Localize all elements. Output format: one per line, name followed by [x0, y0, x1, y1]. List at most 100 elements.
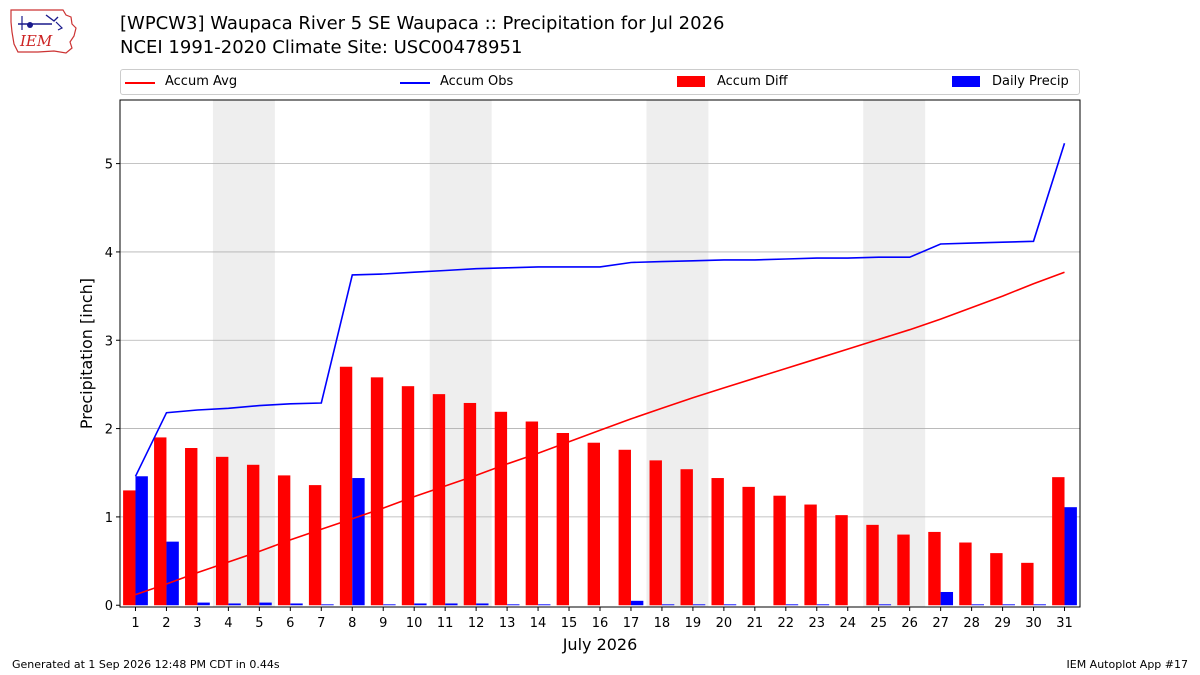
- iem-logo: IEM: [8, 6, 80, 58]
- bar-accum-diff-day-2: [154, 437, 167, 606]
- x-tick-label-15: 15: [561, 616, 578, 631]
- x-tick-label-25: 25: [870, 616, 887, 631]
- bar-daily-precip-day-17: [630, 600, 644, 606]
- bar-accum-diff-day-20: [711, 478, 724, 606]
- x-tick-label-17: 17: [623, 616, 640, 631]
- x-tick-label-21: 21: [747, 616, 764, 631]
- x-tick-label-14: 14: [530, 616, 547, 631]
- bar-accum-diff-day-16: [587, 442, 600, 606]
- y-tick-label-4: 4: [105, 246, 113, 261]
- bar-accum-diff-day-21: [742, 486, 755, 606]
- bar-accum-diff-day-26: [897, 534, 910, 606]
- bar-accum-diff-day-6: [277, 475, 291, 606]
- chart-legend: Accum Avg Accum Obs Accum Diff Daily Pre…: [120, 69, 1080, 95]
- bar-daily-precip-day-14: [538, 604, 551, 606]
- bar-accum-diff-day-13: [494, 411, 508, 606]
- bar-daily-precip-day-10: [414, 603, 427, 606]
- bar-accum-diff-day-17: [618, 449, 631, 606]
- y-tick-label-3: 3: [105, 334, 113, 349]
- bar-accum-diff-day-12: [463, 402, 477, 606]
- bar-daily-precip-day-2: [166, 541, 179, 606]
- x-tick-label-5: 5: [255, 616, 263, 631]
- legend-swatch-accum-avg: [125, 82, 155, 84]
- bar-daily-precip-day-6: [290, 603, 303, 606]
- bar-daily-precip-day-20: [723, 604, 737, 606]
- bar-daily-precip-day-29: [1002, 604, 1015, 606]
- bar-accum-diff-day-8: [339, 366, 353, 606]
- iem-logo-icon: IEM: [10, 9, 77, 54]
- bar-accum-diff-day-31: [1052, 477, 1065, 606]
- line-accum-avg: [135, 271, 1065, 596]
- bar-accum-diff-day-15: [556, 432, 570, 606]
- bar-daily-precip-day-27: [940, 591, 954, 606]
- bar-daily-precip-day-11: [445, 603, 458, 606]
- bar-daily-precip-day-22: [785, 604, 799, 606]
- legend-label-daily-precip: Daily Precip: [992, 74, 1069, 89]
- x-tick-label-22: 22: [778, 616, 795, 631]
- x-tick-label-12: 12: [468, 616, 485, 631]
- y-tick-label-2: 2: [105, 423, 113, 438]
- x-tick-label-23: 23: [809, 616, 826, 631]
- line-accum-obs: [134, 143, 1066, 477]
- bar-daily-precip-day-30: [1033, 604, 1046, 606]
- x-tick-label-11: 11: [437, 616, 454, 631]
- legend-swatch-accum-obs: [400, 82, 430, 84]
- x-tick-label-8: 8: [348, 616, 356, 631]
- bar-daily-precip-day-3: [197, 602, 210, 606]
- bar-accum-diff-day-3: [185, 448, 198, 606]
- bar-accum-diff-day-1: [123, 490, 136, 606]
- legend-label-accum-avg: Accum Avg: [165, 74, 238, 89]
- x-tick-label-6: 6: [286, 616, 294, 631]
- bar-daily-precip-day-25: [878, 604, 892, 606]
- bar-accum-diff-day-25: [866, 524, 879, 606]
- bar-daily-precip-day-13: [507, 604, 520, 606]
- bar-accum-diff-day-14: [525, 421, 539, 606]
- bar-accum-diff-day-9: [370, 377, 384, 606]
- x-tick-label-19: 19: [685, 616, 702, 631]
- legend-swatch-daily-precip: [952, 76, 980, 87]
- x-tick-label-7: 7: [317, 616, 325, 631]
- bar-daily-precip-day-19: [692, 604, 706, 606]
- legend-label-accum-diff: Accum Diff: [717, 74, 788, 89]
- bar-daily-precip-day-12: [476, 603, 489, 606]
- bar-accum-diff-day-29: [990, 553, 1003, 606]
- bar-accum-diff-day-10: [401, 386, 415, 606]
- bar-accum-diff-day-18: [649, 460, 662, 606]
- chart-title: [WPCW3] Waupaca River 5 SE Waupaca :: Pr…: [120, 13, 725, 34]
- y-axis-label: Precipitation [inch]: [77, 278, 96, 429]
- x-tick-label-4: 4: [224, 616, 232, 631]
- y-tick-label-5: 5: [105, 158, 113, 173]
- x-tick-label-16: 16: [592, 616, 609, 631]
- x-tick-label-10: 10: [406, 616, 423, 631]
- bar-accum-diff-day-4: [216, 456, 229, 606]
- y-tick-label-0: 0: [105, 599, 113, 614]
- bar-accum-diff-day-11: [432, 394, 446, 606]
- bar-accum-diff-day-27: [928, 531, 941, 606]
- x-tick-label-2: 2: [162, 616, 170, 631]
- bar-accum-diff-day-28: [959, 542, 972, 606]
- x-tick-label-24: 24: [839, 616, 856, 631]
- bar-daily-precip-day-23: [816, 604, 830, 606]
- bar-daily-precip-day-18: [661, 604, 675, 606]
- x-tick-label-9: 9: [379, 616, 387, 631]
- x-tick-label-30: 30: [1025, 616, 1042, 631]
- bar-daily-precip-day-7: [321, 604, 334, 606]
- x-tick-label-13: 13: [499, 616, 516, 631]
- bar-daily-precip-day-31: [1064, 507, 1077, 606]
- bar-daily-precip-day-4: [228, 603, 241, 606]
- bar-accum-diff-day-5: [246, 464, 260, 606]
- x-tick-label-26: 26: [901, 616, 918, 631]
- x-tick-label-1: 1: [131, 616, 139, 631]
- footer-generated: Generated at 1 Sep 2026 12:48 PM CDT in …: [12, 658, 280, 671]
- x-tick-label-29: 29: [994, 616, 1011, 631]
- x-tick-label-20: 20: [716, 616, 733, 631]
- legend-swatch-accum-diff: [677, 76, 705, 87]
- legend-label-accum-obs: Accum Obs: [440, 74, 514, 89]
- bar-daily-precip-day-9: [383, 604, 396, 606]
- logo-text: IEM: [19, 32, 53, 50]
- bar-daily-precip-day-5: [259, 602, 272, 606]
- x-tick-label-27: 27: [932, 616, 949, 631]
- bar-accum-diff-day-7: [308, 485, 322, 606]
- x-tick-label-28: 28: [963, 616, 980, 631]
